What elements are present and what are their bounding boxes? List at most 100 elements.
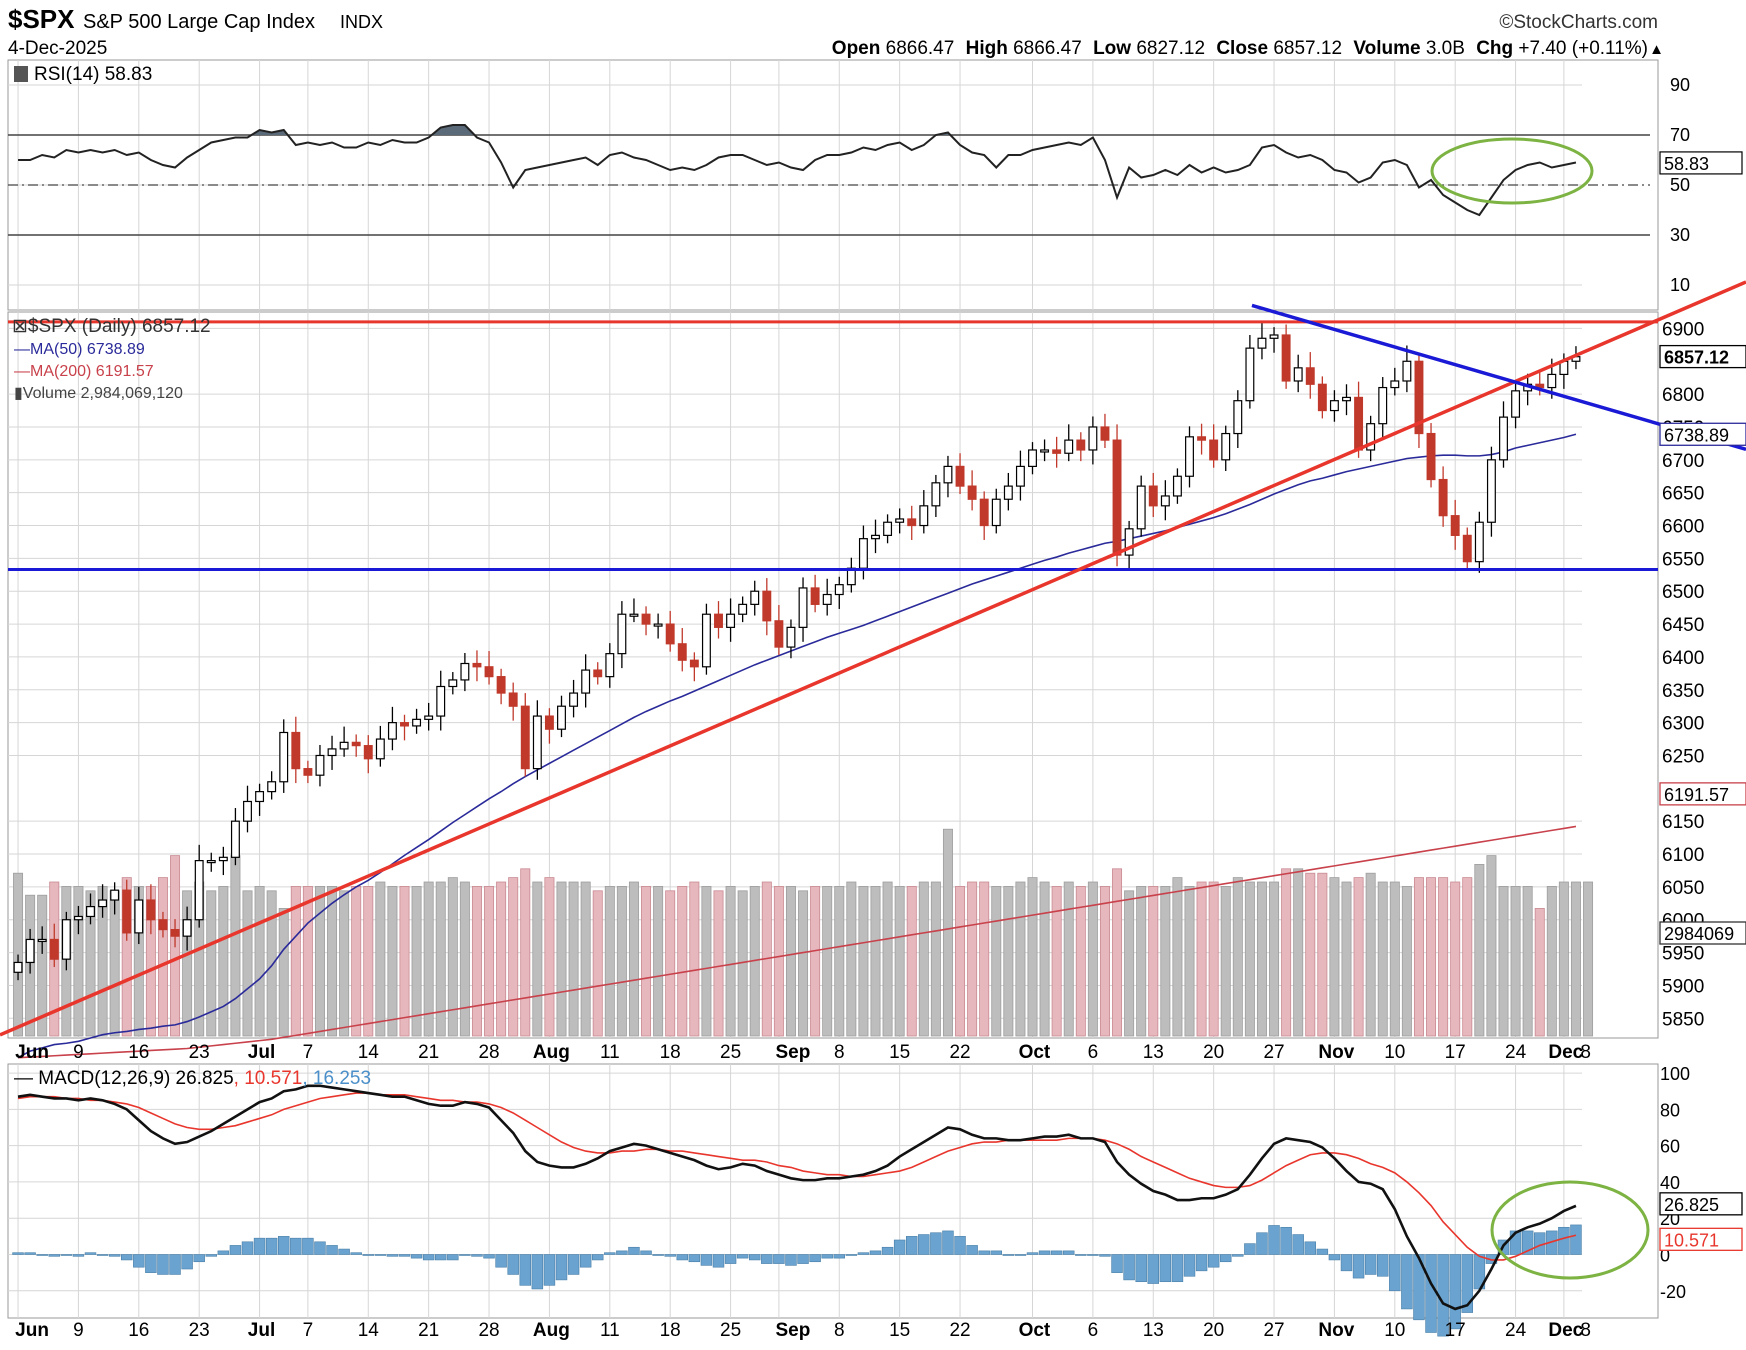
candle-body: [460, 662, 470, 681]
macd-histogram-bar: [1099, 1254, 1111, 1257]
rsi-last-value-tag: [1659, 151, 1743, 175]
macd-x-tick-label: 28: [478, 1320, 499, 1341]
volume-bar: [121, 877, 132, 1037]
candle-body: [375, 738, 385, 760]
macd-histogram-bar: [978, 1250, 990, 1255]
candle-body: [581, 669, 591, 694]
macd-legend-signal: , 10.571: [234, 1068, 303, 1089]
rsi-overbought-fill: [18, 125, 1576, 135]
chg-value: +7.40 (+0.11%): [1518, 38, 1648, 59]
macd-histogram-bar: [120, 1254, 133, 1261]
macd-histogram-bar: [676, 1254, 689, 1261]
macd-histogram-bar: [857, 1252, 870, 1255]
macd-x-tick-label: Jun: [15, 1320, 49, 1341]
volume-bar: [604, 886, 615, 1037]
candlestick: [303, 760, 313, 784]
macd-histogram-bar: [1219, 1254, 1232, 1263]
macd-histogram-bar: [157, 1254, 169, 1275]
candlestick: [1172, 468, 1182, 504]
candle-body: [979, 498, 989, 527]
candle-body: [1450, 515, 1460, 536]
macd-histogram-bar: [555, 1254, 568, 1281]
candlestick: [37, 926, 47, 954]
candle-body: [871, 534, 880, 540]
macd-histogram-bar: [918, 1234, 930, 1255]
price-x-tick-label: 11: [600, 1042, 620, 1063]
macd-histogram-bar: [422, 1254, 435, 1261]
candlestick: [1160, 480, 1170, 521]
candlestick: [25, 928, 35, 974]
candlestick: [1390, 367, 1400, 396]
candle-body: [1233, 400, 1243, 435]
macd-x-tick-label: 25: [720, 1320, 741, 1341]
candle-body: [1245, 347, 1255, 402]
macd-histogram-bar: [181, 1254, 193, 1270]
candle-body: [532, 715, 542, 770]
volume-bar: [1027, 877, 1038, 1037]
candle-body: [1474, 521, 1484, 563]
volume-bar: [544, 877, 555, 1037]
candle-body: [726, 613, 736, 628]
macd-histogram-bar: [616, 1250, 628, 1255]
macd-histogram-bar: [700, 1254, 713, 1266]
candlestick: [1281, 324, 1291, 389]
candlestick: [1015, 450, 1025, 501]
candlestick: [810, 574, 820, 613]
open-value: 6866.47: [886, 38, 955, 59]
macd-histogram-bar: [434, 1254, 447, 1261]
candle-body: [895, 518, 905, 523]
volume-bar: [1329, 877, 1340, 1037]
price-x-tick-label: Oct: [1019, 1042, 1051, 1063]
rsi-tick-label: 90: [1670, 75, 1690, 95]
candlestick: [1511, 382, 1521, 429]
brand-logo: ©StockCharts.com: [1499, 12, 1658, 33]
candlestick: [1269, 327, 1279, 353]
candlestick: [714, 601, 723, 639]
candle-body: [230, 820, 240, 858]
volume-bar: [133, 886, 144, 1037]
macd-histogram-bar: [1401, 1254, 1413, 1310]
candlestick: [1486, 446, 1496, 537]
candlestick: [653, 613, 663, 639]
macd-histogram-bar: [664, 1254, 676, 1257]
macd-histogram-bar: [145, 1254, 157, 1273]
volume-bar: [1124, 890, 1135, 1037]
macd-x-tick-label: 8: [834, 1320, 845, 1341]
volume-bar: [858, 886, 869, 1037]
price-tick-label: 6100: [1662, 845, 1704, 866]
candle-body: [61, 919, 71, 960]
candle-body: [122, 889, 132, 934]
macd-tag-box: [1659, 1227, 1743, 1251]
volume-bar: [653, 886, 664, 1037]
candlestick: [1293, 354, 1303, 393]
candle-body: [701, 613, 711, 668]
macd-histogram-bar: [869, 1250, 882, 1255]
macd-histogram-bar: [1062, 1250, 1075, 1255]
macd-histogram-bar: [1256, 1232, 1268, 1255]
volume-bar: [1160, 886, 1171, 1037]
macd-histogram-bar: [471, 1254, 483, 1257]
volume-bar: [1232, 877, 1243, 1037]
volume-bar: [351, 886, 362, 1037]
macd-histogram-bar: [785, 1254, 797, 1266]
macd-highlight-ellipse: [1490, 1180, 1650, 1280]
candle-body: [653, 623, 663, 627]
price-tag-box: [1659, 782, 1746, 806]
macd-x-tick-label: 23: [189, 1320, 210, 1341]
macd-histogram-bar: [1509, 1230, 1522, 1255]
candlestick: [315, 744, 325, 787]
candlestick: [858, 525, 868, 580]
price-tick-label: 6150: [1662, 812, 1704, 833]
candle-body: [955, 465, 965, 487]
candlestick: [738, 596, 748, 623]
open-label: Open: [832, 38, 881, 59]
price-x-tick-label: 17: [1445, 1042, 1466, 1063]
candlestick: [895, 508, 905, 534]
volume-bar: [870, 886, 881, 1037]
candle-body: [1366, 423, 1376, 451]
candle-body: [448, 679, 458, 688]
volume-bar: [955, 886, 966, 1037]
volume-bar: [1269, 881, 1280, 1037]
macd-histogram-bar: [12, 1252, 24, 1255]
